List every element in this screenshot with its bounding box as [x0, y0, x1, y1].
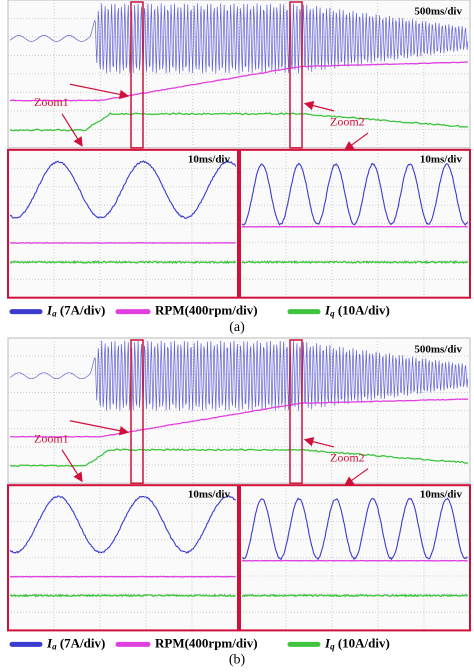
legend-label: RPM(400rpm/div) [155, 635, 258, 650]
time-scale: 10ms/div [420, 153, 463, 165]
zoom-label: Zoom1 [34, 95, 69, 109]
legend-text: (10A/div) [335, 635, 390, 650]
panel: 500ms/div Zoom1 Zoom2 10ms/div 10ms/div Ia (7… [8, 338, 470, 668]
time-scale: 500ms/div [414, 344, 462, 356]
time-scale: 10ms/div [188, 153, 231, 165]
zoom-label: Zoom2 [330, 114, 365, 128]
legend-label: Iq (10A/div) [324, 303, 390, 319]
rpm-zoom-trace [242, 227, 468, 228]
legend-label: Iq (10A/div) [324, 635, 390, 651]
time-scale: 10ms/div [420, 489, 463, 501]
rpm-zoom-trace [10, 243, 236, 244]
zoom-label: Zoom1 [34, 431, 69, 445]
rpm-zoom-trace [10, 576, 236, 577]
legend-label: RPM(400rpm/div) [155, 303, 258, 318]
zoom-label: Zoom2 [330, 450, 365, 464]
legend-label: Ia (7A/div) [46, 635, 105, 651]
legend-text: RPM(400rpm/div) [155, 635, 258, 650]
legend-text: RPM(400rpm/div) [155, 303, 258, 318]
panel: 500ms/div Zoom1 Zoom2 10ms/div 10ms/div Ia (7… [8, 0, 470, 335]
caption: (b) [229, 653, 246, 668]
legend-text: (7A/div) [57, 635, 106, 650]
legend-text: (10A/div) [335, 303, 390, 318]
time-scale: 10ms/div [188, 489, 231, 501]
time-scale: 500ms/div [414, 6, 462, 18]
caption: (a) [229, 320, 245, 335]
legend-text: (7A/div) [57, 303, 106, 318]
legend-label: Ia (7A/div) [46, 303, 105, 319]
